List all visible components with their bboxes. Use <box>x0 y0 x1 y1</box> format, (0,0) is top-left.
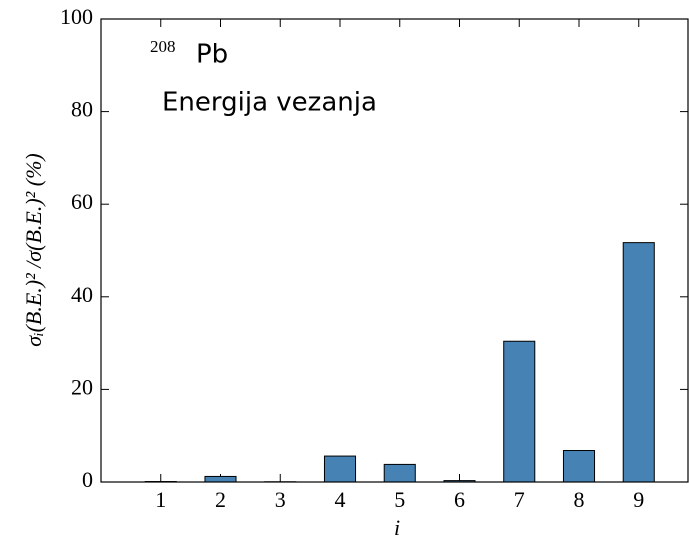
x-tick-label: 2 <box>215 487 226 512</box>
x-tick-label: 6 <box>454 487 465 512</box>
x-tick-label: 1 <box>155 487 166 512</box>
chart-subtitle: Energija vezanja <box>162 88 377 118</box>
y-tick-label: 60 <box>71 189 93 214</box>
bar <box>503 340 536 483</box>
x-tick-label: 8 <box>574 487 585 512</box>
y-axis-label: σᵢ(B.E.)² /σ(B.E.)² (%) <box>21 153 46 347</box>
x-tick-label: 4 <box>335 487 346 512</box>
bar <box>622 242 655 483</box>
x-axis-label: i <box>394 515 400 540</box>
y-tick-label: 40 <box>71 282 93 307</box>
chart-title: Pb <box>196 40 228 70</box>
bar <box>323 455 357 483</box>
title-superscript: 208 <box>150 37 176 56</box>
bar <box>562 450 596 483</box>
bar <box>204 475 237 483</box>
y-tick-label: 100 <box>60 4 93 29</box>
y-tick-label: 20 <box>71 374 93 399</box>
y-tick-label: 0 <box>82 467 93 492</box>
y-tick-label: 80 <box>71 97 93 122</box>
x-tick-label: 3 <box>275 487 286 512</box>
x-tick-label: 9 <box>633 487 644 512</box>
bar <box>383 463 416 483</box>
x-tick-label: 7 <box>514 487 525 512</box>
x-tick-label: 5 <box>394 487 405 512</box>
plot-frame <box>100 18 689 483</box>
